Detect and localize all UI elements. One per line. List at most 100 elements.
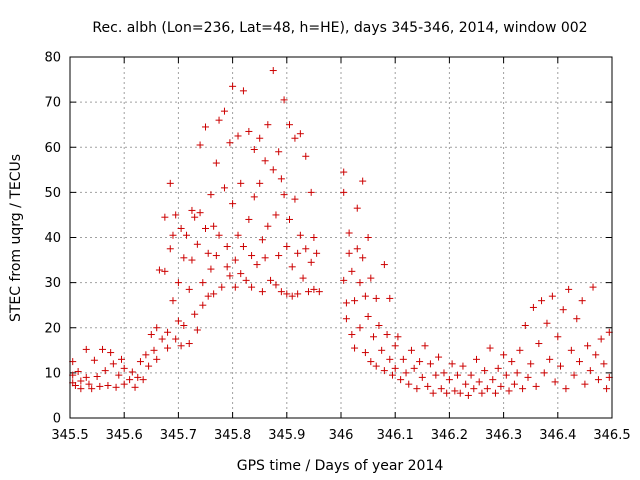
data-point xyxy=(483,385,491,393)
data-point xyxy=(361,349,369,357)
data-point xyxy=(77,377,85,385)
data-point xyxy=(353,245,361,253)
data-point xyxy=(405,380,413,388)
y-tick-label: 20 xyxy=(44,321,61,336)
data-point xyxy=(478,389,486,397)
data-point xyxy=(548,292,556,300)
data-point xyxy=(286,215,294,223)
data-point xyxy=(229,82,237,90)
data-point xyxy=(280,191,288,199)
data-point xyxy=(164,328,172,336)
data-point xyxy=(342,315,350,323)
y-tick-label: 60 xyxy=(44,141,61,156)
data-point xyxy=(161,213,169,221)
data-point xyxy=(307,188,315,196)
data-point xyxy=(269,67,277,75)
data-point xyxy=(136,358,144,366)
data-point xyxy=(310,234,318,241)
data-point xyxy=(202,224,209,232)
data-point xyxy=(231,283,239,291)
data-point xyxy=(191,310,199,318)
data-point xyxy=(277,175,285,183)
y-tick-label: 0 xyxy=(53,412,61,427)
data-point xyxy=(370,333,378,341)
data-point xyxy=(340,276,348,284)
data-point xyxy=(150,346,158,354)
data-point xyxy=(351,297,359,305)
data-point xyxy=(359,254,367,262)
data-point xyxy=(426,360,434,368)
data-point xyxy=(191,213,199,221)
plot-frame xyxy=(69,56,613,419)
data-point xyxy=(443,389,451,397)
data-point xyxy=(540,369,548,377)
x-tick-label: 346.3 xyxy=(485,428,522,443)
data-point xyxy=(538,297,546,305)
data-point xyxy=(250,146,258,154)
data-point xyxy=(223,263,231,271)
data-point xyxy=(74,368,82,376)
data-point xyxy=(193,240,201,248)
data-point xyxy=(256,179,264,187)
data-point xyxy=(421,342,429,350)
data-point xyxy=(199,279,207,287)
data-point xyxy=(277,288,285,296)
data-point xyxy=(505,387,513,395)
data-point xyxy=(261,254,269,262)
data-point xyxy=(532,382,540,390)
data-point xyxy=(304,288,312,296)
data-point xyxy=(351,344,359,352)
data-point xyxy=(180,254,188,262)
data-point xyxy=(166,245,174,253)
data-point xyxy=(218,283,226,291)
data-point xyxy=(589,283,597,291)
data-point xyxy=(212,159,220,167)
data-point xyxy=(399,355,407,363)
data-point xyxy=(340,188,348,196)
data-point xyxy=(491,389,499,397)
data-point xyxy=(185,340,193,348)
data-point xyxy=(261,157,269,165)
data-point xyxy=(345,229,353,237)
data-point xyxy=(88,385,96,393)
y-axis-title: STEC from uqrg / TECUs xyxy=(8,154,24,322)
data-point xyxy=(551,378,559,386)
data-point xyxy=(380,261,388,269)
data-point xyxy=(557,362,565,370)
data-point xyxy=(475,378,483,386)
data-point xyxy=(275,148,283,156)
data-point xyxy=(386,294,394,302)
data-point xyxy=(529,303,537,311)
data-point xyxy=(497,382,505,390)
data-point xyxy=(93,372,101,380)
data-point xyxy=(120,364,128,372)
data-point xyxy=(71,382,79,390)
data-point xyxy=(142,351,150,359)
data-point xyxy=(565,285,573,293)
data-point xyxy=(559,306,567,314)
data-point xyxy=(437,385,445,393)
data-point xyxy=(199,301,207,309)
data-point xyxy=(527,360,535,368)
data-point xyxy=(174,279,182,287)
data-point xyxy=(348,267,356,275)
data-point xyxy=(183,231,191,239)
x-tick-label: 346.1 xyxy=(377,428,414,443)
data-point xyxy=(220,184,228,192)
data-point xyxy=(575,358,583,366)
data-point xyxy=(397,376,405,384)
data-point xyxy=(294,249,302,257)
data-point xyxy=(115,371,123,379)
data-point xyxy=(166,179,174,187)
data-point xyxy=(107,349,115,357)
data-point xyxy=(267,276,275,284)
data-point xyxy=(120,380,128,388)
data-point xyxy=(291,195,299,203)
data-point xyxy=(193,326,201,334)
data-point xyxy=(174,317,182,325)
data-point xyxy=(172,335,180,343)
data-point xyxy=(283,290,291,298)
data-point xyxy=(172,211,180,219)
